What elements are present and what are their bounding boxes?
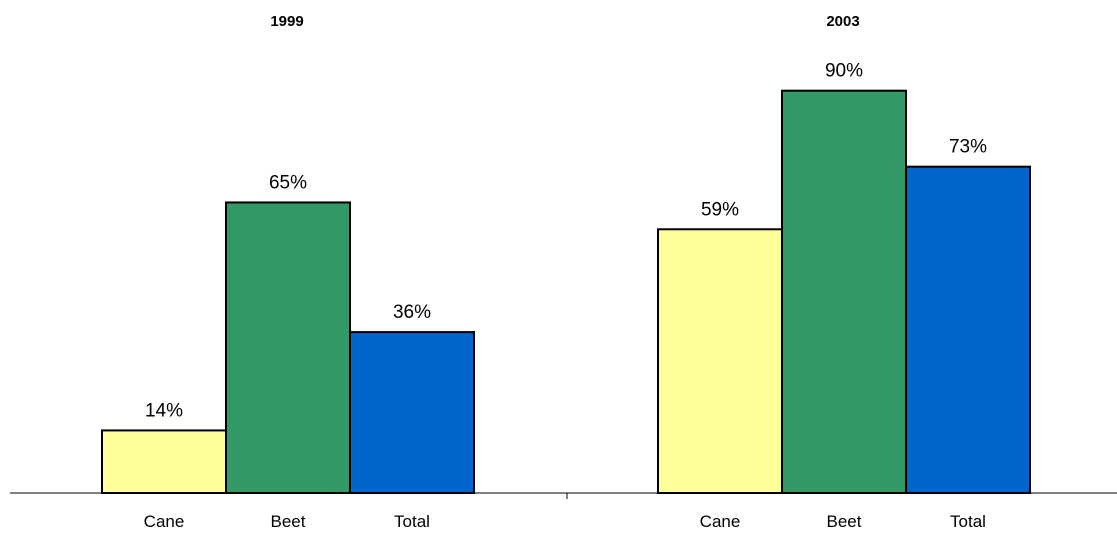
bar-marks: 14% Cane 65% Beet 36% Total 59% Cane 90% Beet 73% T… <box>101 61 1031 531</box>
category-label-2003-cane: Cane <box>700 512 741 531</box>
data-label-1999-total: 36% <box>393 302 431 323</box>
category-label-1999-cane: Cane <box>144 512 185 531</box>
bar-1999-total <box>349 331 475 494</box>
chart-title-1999: 1999 <box>270 13 303 30</box>
category-label-2003-beet: Beet <box>827 512 862 531</box>
category-label-2003-total: Total <box>950 512 986 531</box>
bar-1999-cane <box>101 429 227 495</box>
category-label-1999-total: Total <box>394 512 430 531</box>
data-label-1999-beet: 65% <box>269 172 307 193</box>
data-label-1999-cane: 14% <box>145 400 183 421</box>
bar-2003-beet <box>781 89 907 494</box>
bar-2003-cane <box>657 228 783 495</box>
bar-1999-beet <box>225 201 351 494</box>
data-label-2003-beet: 90% <box>825 61 863 82</box>
bar-2003-total <box>905 165 1031 494</box>
category-label-1999-beet: Beet <box>271 512 306 531</box>
data-label-2003-cane: 59% <box>701 199 739 220</box>
chart-title-2003: 2003 <box>826 13 859 30</box>
data-label-2003-total: 73% <box>949 137 987 158</box>
